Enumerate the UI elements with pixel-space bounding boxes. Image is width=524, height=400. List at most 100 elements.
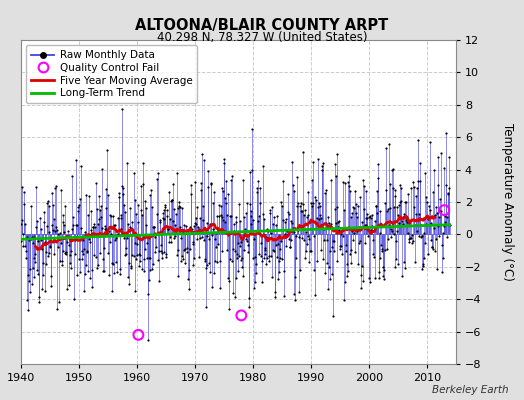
Point [398,273,407,280]
Point [173,247,182,254]
Point [83,212,92,218]
Point [43,200,51,206]
Point [276,246,285,252]
Point [407,185,416,191]
Point [275,233,283,239]
Point [413,178,422,184]
Point [312,215,321,221]
Point [286,244,294,250]
Point [105,272,113,278]
Point [292,232,301,239]
Point [36,215,45,221]
Point [175,203,183,209]
Point [119,184,127,191]
Point [46,243,54,249]
Point [372,202,380,209]
Point [349,236,357,243]
Point [344,183,353,189]
Point [208,232,216,238]
Point [238,254,246,261]
Point [329,238,337,244]
Point [370,254,378,260]
Point [422,194,430,200]
Point [230,220,238,227]
Point [350,230,358,236]
Point [392,228,401,234]
Point [335,218,343,224]
Point [116,226,125,232]
Point [374,161,382,167]
Point [37,237,46,244]
Point [54,244,62,250]
Point [375,255,384,262]
Point [258,279,266,285]
Point [64,242,73,248]
Point [308,203,316,210]
Point [221,218,229,225]
Point [127,263,135,270]
Text: ALTOONA/BLAIR COUNTY ARPT: ALTOONA/BLAIR COUNTY ARPT [135,18,389,33]
Point [419,262,427,269]
Point [319,224,327,231]
Point [106,212,115,218]
Point [95,193,103,199]
Point [78,248,86,254]
Point [325,264,333,270]
Point [71,237,79,243]
Point [242,210,250,217]
Point [335,227,344,233]
Point [172,252,181,258]
Point [272,254,281,260]
Point [253,189,261,195]
Point [377,242,385,248]
Point [309,200,317,206]
Point [136,252,144,258]
Point [75,255,84,262]
Point [379,273,387,280]
Point [290,229,298,236]
Point [265,258,273,264]
Point [112,258,120,265]
Point [61,203,69,209]
Point [357,284,365,291]
Point [121,209,129,216]
Point [205,236,213,243]
Point [52,306,61,312]
Point [231,274,239,281]
Point [181,260,190,267]
Point [176,224,184,230]
Point [273,213,281,220]
Point [159,249,168,256]
Point [349,204,357,210]
Point [415,232,423,239]
Point [94,221,102,227]
Point [82,249,91,255]
Point [101,223,109,229]
Point [416,178,424,184]
Point [121,252,129,258]
Point [433,182,442,188]
Point [38,271,47,278]
Point [420,216,429,222]
Point [408,240,416,247]
Point [51,185,59,192]
Point [180,247,188,254]
Point [141,221,150,228]
Point [201,303,210,310]
Point [435,233,443,239]
Point [134,332,143,338]
Point [35,294,43,300]
Point [348,228,357,234]
Point [189,238,197,245]
Point [198,234,206,240]
Point [270,248,278,254]
Point [28,281,36,288]
Point [281,218,289,225]
Point [295,234,303,240]
Point [21,248,30,254]
Point [215,202,223,209]
Point [306,219,314,225]
Y-axis label: Temperature Anomaly (°C): Temperature Anomaly (°C) [501,123,514,281]
Point [214,228,222,234]
Point [432,204,440,210]
